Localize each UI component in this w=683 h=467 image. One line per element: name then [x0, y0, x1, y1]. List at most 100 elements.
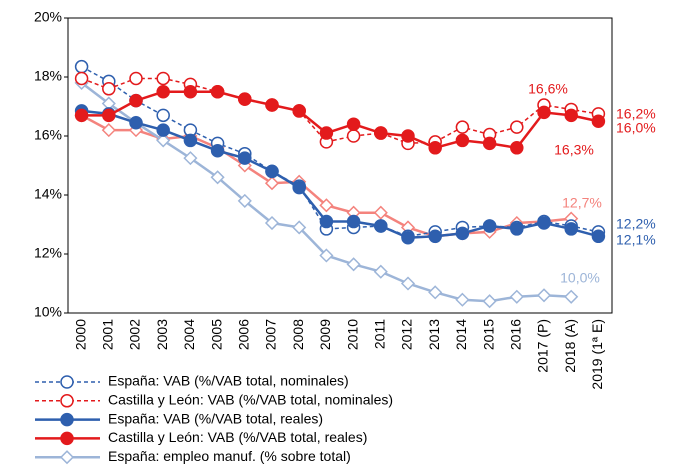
data-point: [536, 288, 552, 303]
data-point: [210, 170, 225, 185]
x-tick-label: 2003: [154, 319, 170, 350]
data-point: [537, 216, 551, 230]
y-tick-label: 18%: [34, 68, 62, 84]
annotation: 16,6%: [528, 81, 568, 97]
x-tick-label: 2006: [236, 319, 252, 350]
x-tick-label: 2016: [508, 319, 524, 350]
data-point: [509, 289, 524, 304]
data-point: [319, 126, 334, 140]
data-point: [292, 180, 306, 195]
data-point: [210, 85, 225, 99]
x-tick-label: 2014: [453, 319, 469, 350]
x-tick-label: 2004: [181, 319, 197, 350]
data-point: [129, 71, 143, 86]
legend-marker: [60, 412, 74, 427]
annotation: 12,1%: [616, 232, 656, 248]
data-point: [455, 226, 470, 241]
data-point: [455, 133, 470, 148]
data-point: [346, 257, 361, 272]
data-point: [401, 231, 415, 245]
legend-item: Castilla y León: VAB (%/VAB total, nomin…: [35, 392, 393, 408]
data-point: [537, 105, 551, 120]
data-point: [238, 151, 252, 165]
x-tick-label: 2010: [344, 319, 360, 350]
data-point: [238, 92, 252, 106]
data-point: [428, 229, 442, 244]
y-tick-label: 20%: [34, 9, 62, 25]
data-point: [74, 108, 89, 123]
data-point: [564, 289, 579, 304]
annotation: 16,3%: [554, 142, 594, 158]
data-point: [102, 82, 116, 96]
data-point: [156, 85, 170, 99]
data-point: [74, 71, 89, 86]
data-point: [510, 141, 524, 155]
legend-marker: [60, 375, 74, 389]
x-tick-label: 2002: [127, 319, 143, 350]
data-point: [264, 176, 280, 191]
data-point: [346, 129, 361, 143]
x-tick-label: 2000: [72, 319, 88, 350]
y-tick-label: 16%: [34, 127, 62, 143]
data-point: [373, 264, 388, 279]
data-point: [374, 126, 388, 140]
data-point: [591, 114, 606, 128]
legend-item: España: VAB (%/VAB total, reales): [35, 410, 323, 427]
data-point: [183, 85, 198, 99]
plot-frame: [67, 17, 613, 314]
annotation: 16,2%: [616, 106, 656, 122]
data-point: [74, 59, 89, 74]
legend-label: Castilla y León: VAB (%/VAB total, nomin…: [108, 392, 393, 408]
data-point: [401, 129, 415, 143]
data-point: [237, 193, 252, 208]
data-point: [129, 115, 143, 130]
x-tick-label: 2011: [372, 319, 388, 349]
data-point: [183, 133, 198, 148]
x-tick-label: 2018 (A): [562, 319, 578, 373]
x-tick-label: 2017 (P): [535, 319, 551, 373]
data-point: [264, 215, 280, 231]
data-point: [183, 151, 198, 166]
annotation: 16,0%: [616, 120, 656, 136]
series-line: [81, 77, 599, 145]
data-point: [129, 93, 143, 108]
data-point: [564, 108, 578, 123]
data-point: [591, 229, 606, 244]
y-tick-label: 14%: [34, 186, 62, 202]
annotation: 12,2%: [616, 216, 656, 232]
data-point: [564, 222, 578, 236]
x-tick-label: 2001: [100, 319, 116, 350]
data-point: [428, 285, 443, 300]
data-point: [400, 276, 416, 291]
x-tick-label: 2007: [263, 319, 279, 350]
series-line: [80, 81, 572, 303]
data-point: [319, 248, 334, 263]
y-tick-label: 12%: [34, 245, 62, 261]
legend-marker: [60, 394, 74, 408]
legend-item: Castilla y León: VAB (%/VAB total, reale…: [35, 429, 367, 446]
data-point: [319, 214, 334, 229]
legend-label: España: VAB (%/VAB total, nominales): [108, 373, 349, 389]
x-tick-label: 2013: [426, 319, 442, 350]
x-tick-label: 2008: [290, 319, 306, 350]
data-point: [156, 133, 171, 148]
data-point: [455, 120, 470, 134]
data-point: [101, 123, 116, 138]
data-point: [510, 222, 524, 236]
data-point: [346, 117, 361, 131]
data-point: [210, 144, 225, 158]
legend-marker: [59, 450, 75, 465]
annotation: 12,7%: [562, 195, 602, 211]
y-tick-label: 10%: [34, 304, 62, 320]
legend-item: España: VAB (%/VAB total, nominales): [35, 373, 349, 389]
data-point: [292, 104, 306, 118]
data-point: [319, 198, 334, 213]
data-point: [265, 98, 279, 112]
legend-label: España: VAB (%/VAB total, reales): [108, 410, 323, 426]
data-point: [346, 214, 361, 229]
data-point: [482, 136, 497, 151]
x-tick-label: 2019 (1ª E): [589, 319, 605, 390]
x-tick-label: 2015: [480, 319, 496, 350]
x-tick-label: 2009: [317, 319, 333, 350]
data-point: [482, 294, 497, 309]
